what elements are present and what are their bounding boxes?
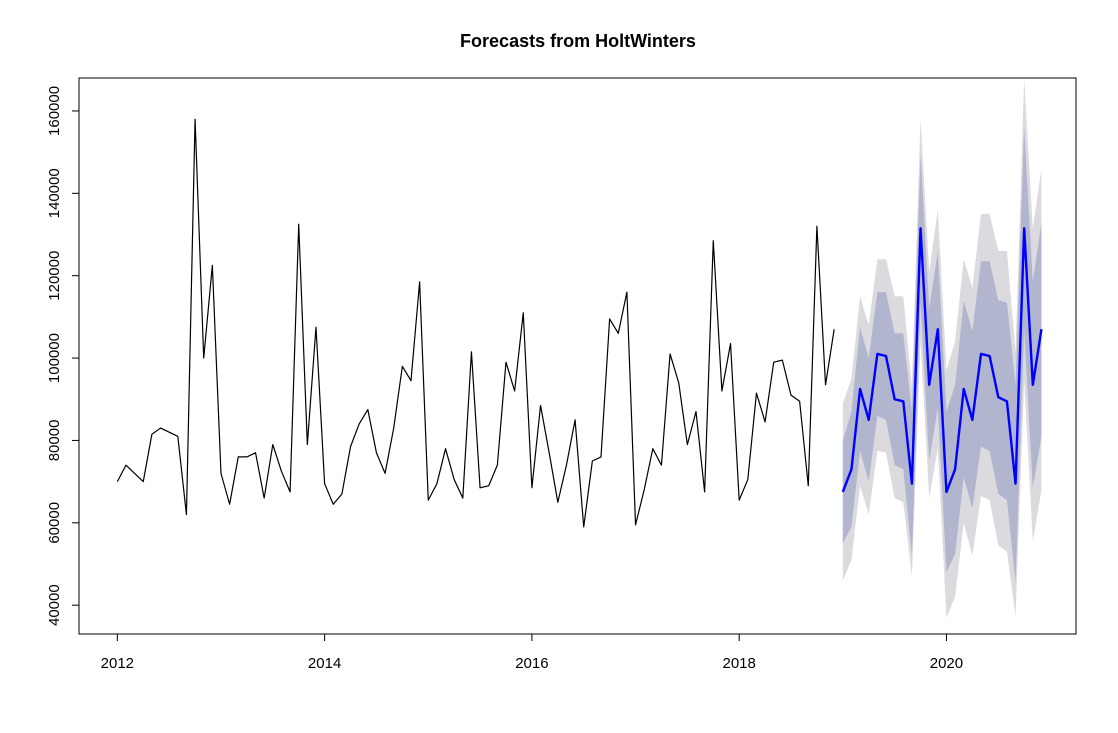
x-tick-label: 2018 bbox=[722, 655, 755, 672]
observed-series bbox=[116, 118, 835, 528]
y-tick-label: 120000 bbox=[46, 251, 63, 301]
y-axis: 40000 60000 80000 100000 120000 140000 160000 bbox=[46, 86, 80, 626]
prediction-interval-80 bbox=[842, 127, 1042, 583]
y-tick-label: 40000 bbox=[46, 584, 63, 626]
forecast-line bbox=[841, 227, 1043, 494]
chart-title: Forecasts from HoltWinters bbox=[460, 31, 696, 51]
y-tick-label: 140000 bbox=[46, 168, 63, 218]
x-tick-label: 2020 bbox=[930, 655, 963, 672]
forecast-series bbox=[841, 227, 1043, 494]
x-axis: 2012 2014 2016 2018 2020 bbox=[101, 633, 963, 672]
band-80 bbox=[842, 127, 1042, 583]
y-tick-label: 60000 bbox=[46, 502, 63, 544]
observed-line bbox=[116, 118, 835, 528]
y-tick-label: 80000 bbox=[46, 420, 63, 462]
x-tick-label: 2014 bbox=[308, 655, 341, 672]
y-tick-label: 160000 bbox=[46, 86, 63, 136]
x-tick-label: 2016 bbox=[515, 655, 548, 672]
x-tick-label: 2012 bbox=[101, 655, 134, 672]
y-tick-label: 100000 bbox=[46, 333, 63, 383]
